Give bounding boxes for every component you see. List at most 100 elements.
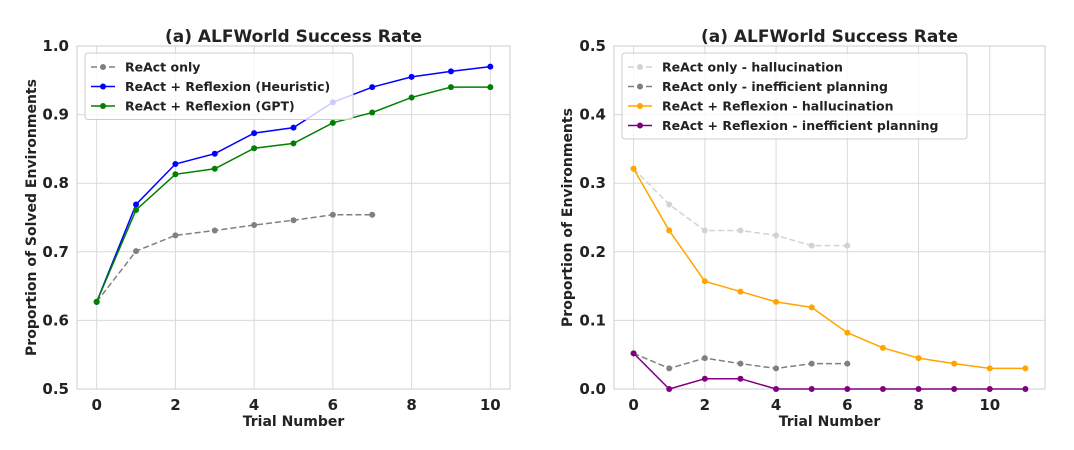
data-point	[737, 375, 744, 382]
data-point	[447, 84, 454, 91]
data-point	[951, 360, 958, 367]
data-point	[93, 298, 100, 305]
data-point	[133, 206, 140, 213]
legend: ReAct only - hallucination ReAct only - i…	[621, 52, 968, 140]
x-tick-label: 10	[480, 396, 501, 414]
data-point	[666, 227, 673, 234]
series-3	[630, 165, 1029, 372]
data-point	[211, 227, 218, 234]
data-point	[701, 278, 708, 285]
x-tick-label: 10	[979, 396, 1000, 414]
data-point	[251, 222, 258, 229]
series-line	[96, 214, 373, 303]
data-point	[329, 119, 336, 126]
chart-title: (a) ALFWorld Success Rate	[165, 27, 422, 47]
x-tick-label: 2	[170, 396, 180, 414]
data-point	[211, 150, 218, 157]
data-point	[172, 232, 179, 239]
x-axis-label: Trial Number	[779, 414, 881, 430]
y-tick-label: 0.6	[42, 311, 69, 329]
legend-marker	[100, 64, 106, 70]
legend-label: ReAct only - hallucination	[662, 60, 843, 75]
legend-marker	[100, 103, 106, 109]
data-point	[808, 304, 815, 311]
legend-label: ReAct + Reflexion (Heuristic)	[125, 79, 330, 94]
data-point	[986, 386, 993, 392]
data-point	[666, 386, 673, 392]
plot-frame	[76, 45, 511, 390]
chart-title: (a) ALFWorld Success Rate	[701, 27, 958, 47]
legend-box	[84, 52, 354, 120]
data-point	[701, 355, 708, 362]
data-point	[701, 375, 708, 382]
data-point	[915, 355, 922, 362]
y-tick-label: 0.1	[579, 311, 606, 329]
data-point	[133, 201, 140, 208]
x-tick-label: 0	[91, 396, 101, 414]
data-point	[879, 386, 886, 392]
legend: ReAct only ReAct + Reflexion (Heuristic) R…	[84, 52, 354, 120]
series-2	[630, 350, 851, 372]
series-line	[632, 168, 1026, 370]
data-point	[666, 365, 673, 372]
series-3	[93, 84, 494, 305]
data-point	[133, 248, 140, 255]
data-point	[844, 386, 851, 392]
y-tick-label: 0.4	[579, 106, 606, 124]
legend-label: ReAct + Reflexion (GPT)	[125, 99, 295, 114]
y-tick-label: 0.3	[579, 174, 606, 192]
y-axis-label: Proportion of Solved Environments	[24, 79, 40, 356]
data-point	[879, 344, 886, 351]
data-point	[737, 360, 744, 367]
data-point	[808, 242, 815, 249]
y-tick-label: 0.9	[42, 106, 69, 124]
legend-marker	[637, 122, 643, 129]
x-tick-label: 4	[249, 396, 259, 414]
y-tick-label: 0.7	[42, 243, 69, 261]
data-point	[808, 386, 815, 392]
legend-marker	[100, 83, 106, 90]
data-point	[369, 109, 376, 116]
data-point	[290, 140, 297, 147]
series-line	[633, 168, 848, 247]
data-point	[290, 217, 297, 224]
data-point	[251, 145, 258, 152]
x-tick-label: 4	[771, 396, 781, 414]
data-point	[773, 365, 780, 372]
data-point	[844, 242, 851, 249]
legend-marker	[637, 103, 643, 109]
data-point	[408, 94, 415, 101]
data-point	[1022, 386, 1029, 392]
x-tick-label: 2	[700, 396, 710, 414]
data-point	[172, 160, 179, 167]
series-line	[633, 352, 1026, 390]
data-point	[172, 171, 179, 178]
chart-1: 0 2 4 6 8 10 0.5 0.6 0.7 0.8 0.9 1.0 (a) ALFWorld Su…	[24, 27, 511, 430]
y-tick-label: 0.5	[579, 37, 606, 55]
x-axis-label: Trial Number	[243, 414, 345, 430]
legend-label: ReAct + Reflexion - hallucination	[662, 99, 894, 114]
data-point	[773, 298, 780, 305]
y-tick-label: 0.5	[42, 380, 69, 398]
y-tick-label: 1.0	[42, 37, 69, 55]
data-point	[251, 130, 258, 137]
data-point	[915, 386, 922, 392]
data-point	[773, 232, 780, 239]
data-point	[630, 165, 637, 172]
legend-label: ReAct only - inefficient planning	[662, 79, 888, 94]
y-tick-label: 0.2	[579, 243, 606, 261]
x-tick-label: 0	[628, 396, 638, 414]
data-point	[369, 211, 376, 218]
data-point	[487, 84, 494, 91]
x-tick-label: 8	[406, 396, 416, 414]
data-point	[737, 288, 744, 295]
data-point	[290, 124, 297, 131]
data-point	[666, 201, 673, 208]
data-point	[737, 227, 744, 234]
data-point	[1022, 365, 1029, 372]
data-point	[487, 63, 494, 70]
data-point	[329, 211, 336, 218]
legend-marker	[637, 83, 643, 90]
legend-box	[621, 52, 968, 140]
